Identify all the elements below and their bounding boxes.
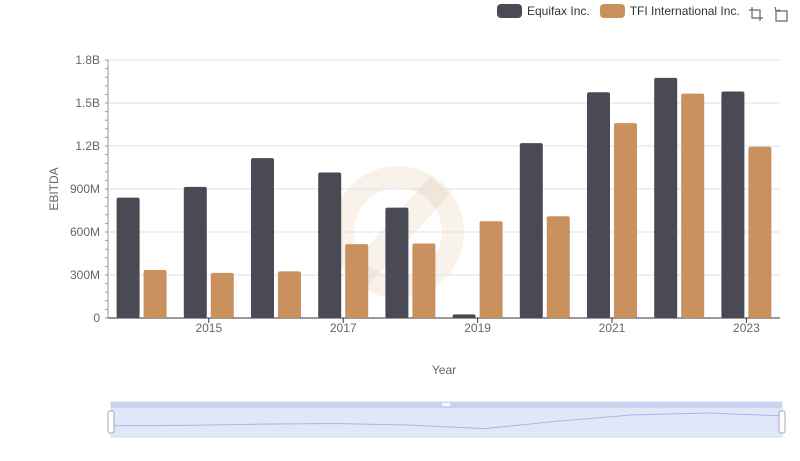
- bars: [116, 77, 772, 319]
- x-tick-label: 2023: [733, 321, 760, 335]
- legend: Equifax Inc. TFI International Inc.: [497, 4, 750, 18]
- bar-equifax-2020: [519, 143, 543, 318]
- x-tick-label: 2021: [599, 321, 626, 335]
- datazoom-handle-right: [778, 410, 786, 434]
- y-tick-label: 300M: [70, 268, 100, 282]
- bar-tfi-2023: [748, 146, 772, 318]
- bar-equifax-2015: [183, 186, 207, 318]
- y-tick-label: 1.5B: [75, 96, 100, 110]
- datazoom-handle-left: [107, 410, 115, 434]
- y-tick-label: 1.8B: [75, 53, 100, 67]
- bar-equifax-2016: [251, 158, 274, 318]
- datazoom-preview-line: [110, 412, 783, 430]
- datazoom-slider[interactable]: [107, 401, 786, 438]
- x-tick-label: 2019: [464, 321, 491, 335]
- y-axis-label: EBITDA: [47, 167, 61, 210]
- bar-tfi-2014: [143, 269, 167, 318]
- bar-tfi-2020: [546, 216, 570, 318]
- bar-equifax-2019: [452, 314, 476, 318]
- x-tick-label: 2015: [195, 321, 222, 335]
- bar-tfi-2022: [681, 93, 705, 318]
- legend-label-tfi: TFI International Inc.: [629, 4, 740, 18]
- bar-equifax-2014: [116, 197, 140, 318]
- y-tick-label: 600M: [70, 225, 100, 239]
- legend-swatch-tfi: [599, 4, 625, 18]
- bar-equifax-2017: [318, 172, 342, 318]
- bar-equifax-2022: [654, 77, 678, 319]
- bar-tfi-2016: [278, 271, 301, 318]
- x-axis: 2015 2017 2019 2021 2023: [108, 317, 780, 335]
- toolbox: [747, 5, 797, 23]
- y-tick-label: 1.2B: [75, 139, 100, 153]
- y-tick-label: 0: [93, 311, 100, 325]
- legend-label-equifax: Equifax Inc.: [527, 4, 590, 18]
- bar-equifax-2023: [721, 91, 745, 319]
- bar-tfi-2018: [412, 243, 436, 318]
- bar-tfi-2019: [479, 221, 503, 318]
- x-tick-label: 2017: [330, 321, 357, 335]
- legend-item-tfi[interactable]: TFI International Inc.: [599, 4, 740, 18]
- bar-equifax-2018: [385, 207, 409, 318]
- zoom-reset-icon[interactable]: [772, 5, 790, 23]
- legend-item-equifax[interactable]: Equifax Inc.: [497, 4, 590, 18]
- y-tick-label: 900M: [70, 182, 100, 196]
- bar-tfi-2015: [210, 272, 234, 318]
- datazoom-grip: [442, 403, 450, 406]
- zoom-icon[interactable]: [747, 5, 765, 23]
- y-axis: 0 300M 600M 900M 1.2B 1.5B 1.8B: [70, 53, 109, 325]
- bar-tfi-2017: [345, 244, 369, 318]
- legend-swatch-equifax: [497, 4, 522, 18]
- datazoom-selection: [111, 408, 782, 437]
- x-axis-label: Year: [432, 363, 456, 377]
- bar-equifax-2021: [587, 92, 610, 318]
- bar-tfi-2021: [614, 123, 637, 318]
